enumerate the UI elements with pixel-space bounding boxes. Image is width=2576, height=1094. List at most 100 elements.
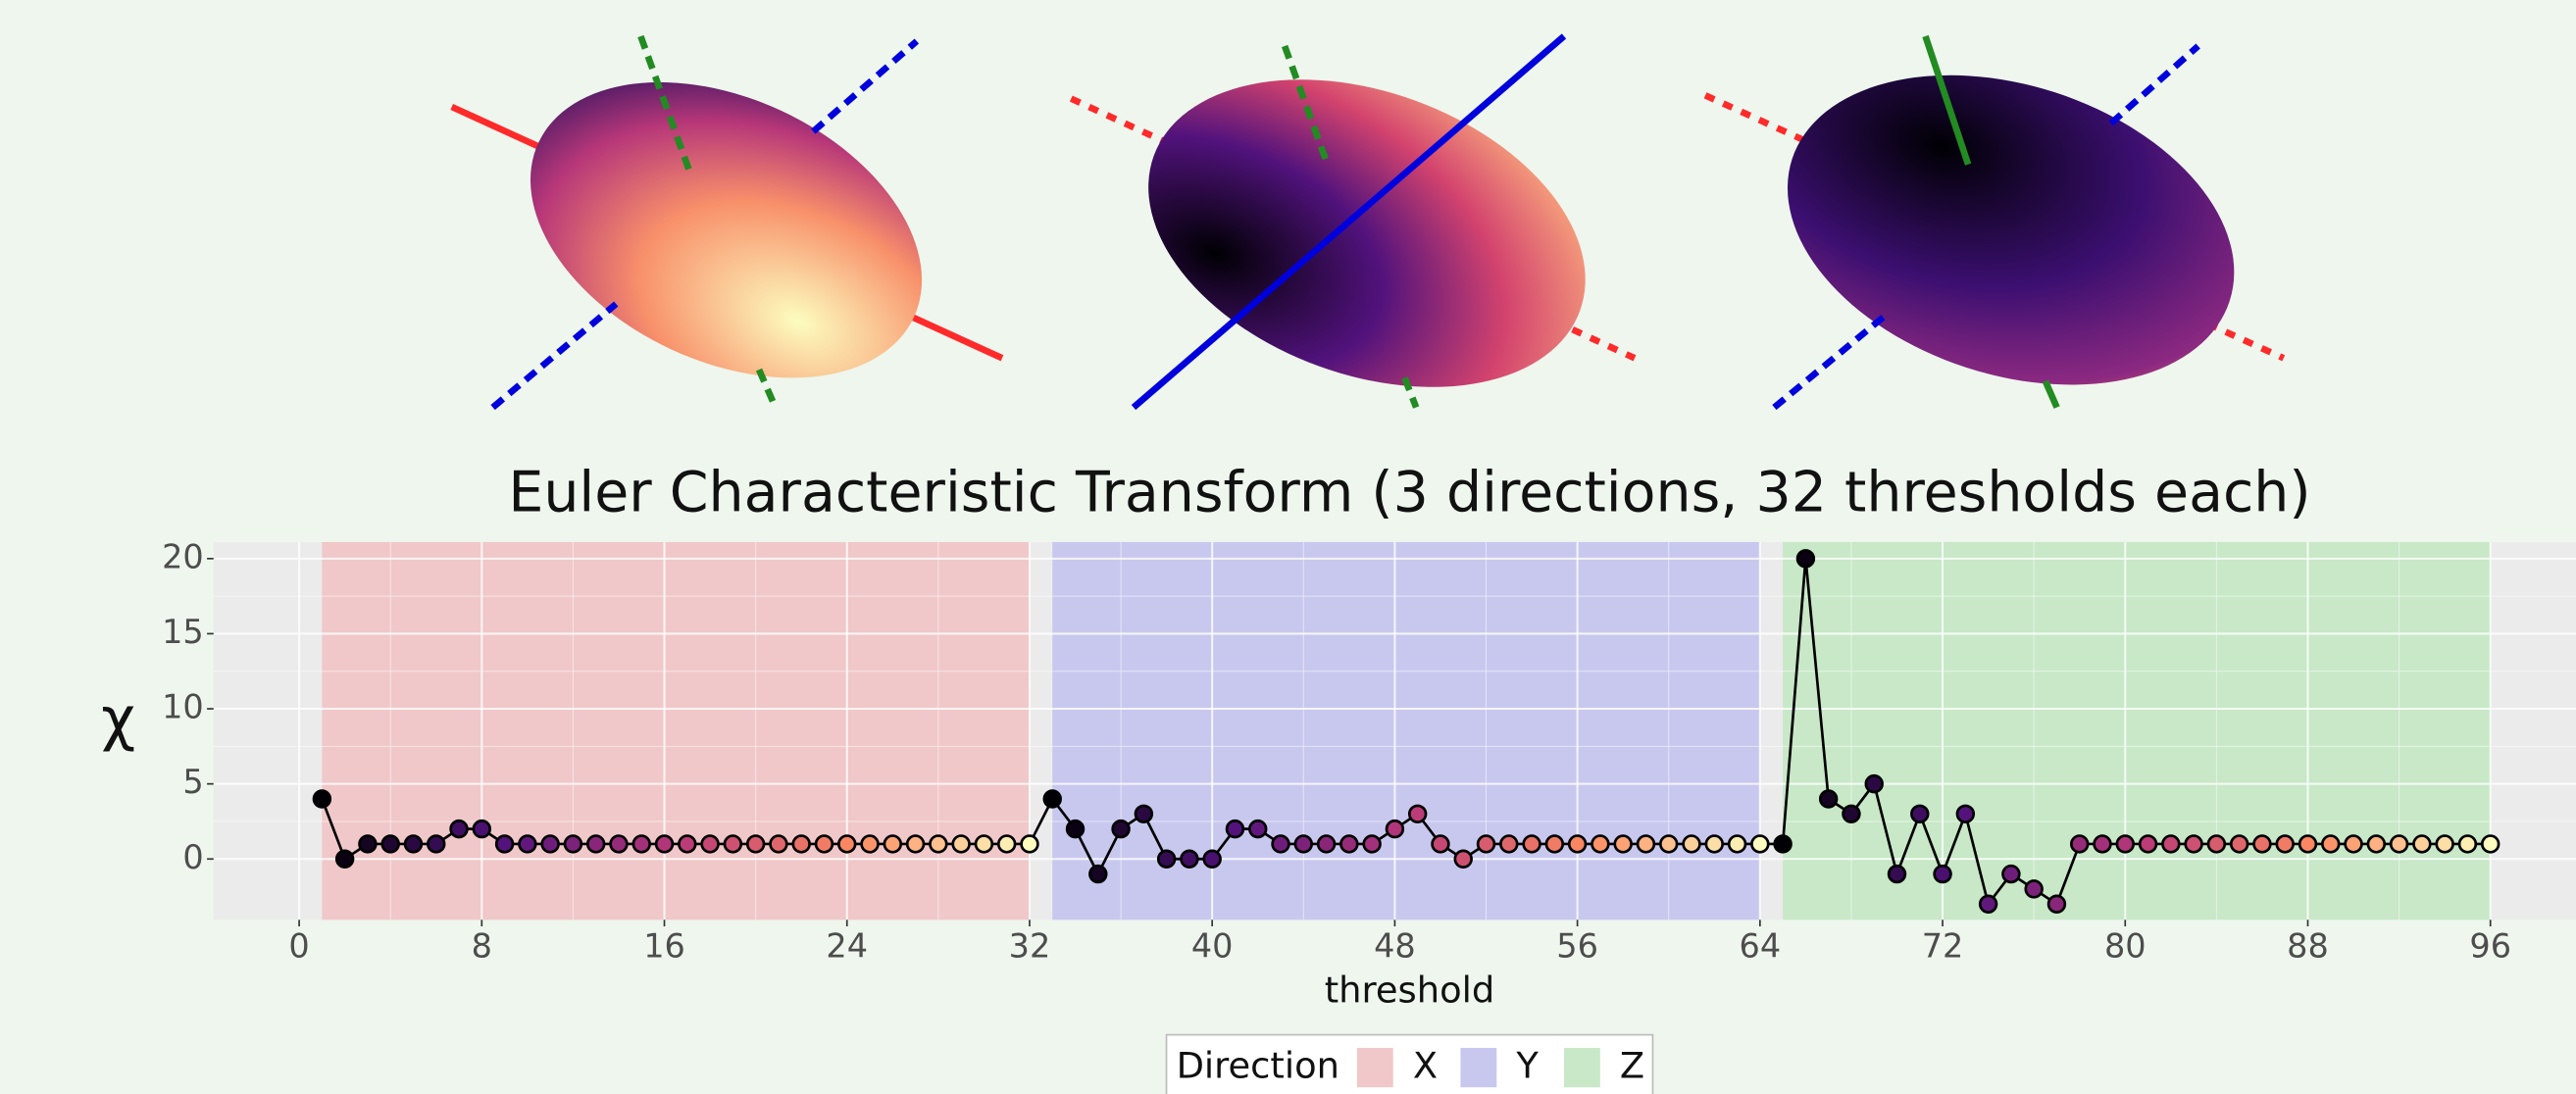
x-tick-label: 56 — [1556, 926, 1598, 965]
x-tick-label: 0 — [288, 926, 309, 965]
direction-band — [1783, 542, 2491, 920]
point — [451, 820, 468, 837]
point — [2299, 836, 2316, 853]
page: {"chart_data": { "type": "line", "title"… — [0, 0, 2576, 1094]
point — [953, 836, 970, 853]
point — [405, 836, 422, 853]
point — [1935, 866, 1951, 882]
point — [1478, 836, 1494, 853]
point — [862, 836, 879, 853]
point — [976, 836, 992, 853]
y-tick-label: 0 — [182, 838, 203, 876]
x-tick-label: 48 — [1374, 926, 1416, 965]
chart: Euler Characteristic Transform (3 direct… — [0, 0, 2576, 1094]
direction-band — [322, 542, 1030, 920]
point — [2095, 836, 2111, 853]
axis-line — [493, 304, 617, 408]
point — [1067, 820, 1084, 837]
point — [1751, 836, 1768, 853]
point — [2368, 836, 2385, 853]
x-tick-label: 96 — [2469, 926, 2511, 965]
point — [2322, 836, 2339, 853]
point — [1957, 806, 1974, 822]
point — [884, 836, 901, 853]
point — [1158, 851, 1175, 868]
point — [2208, 836, 2225, 853]
point — [1136, 806, 1152, 822]
point — [1911, 806, 1928, 822]
x-tick-label: 80 — [2104, 926, 2147, 965]
point — [1089, 866, 1106, 882]
y-tick-label: 10 — [162, 688, 204, 726]
shape-views — [452, 22, 2284, 444]
point — [1844, 806, 1860, 822]
legend-label: Y — [1515, 1045, 1539, 1087]
point — [1592, 836, 1609, 853]
chart-title: Euler Characteristic Transform (3 direct… — [508, 461, 2310, 525]
point — [747, 836, 764, 853]
point — [382, 836, 399, 853]
point — [2117, 836, 2134, 853]
point — [1889, 866, 1905, 882]
point — [1044, 791, 1061, 808]
axis-line — [1774, 312, 1889, 407]
point — [930, 836, 946, 853]
x-tick-label: 24 — [826, 926, 868, 965]
point — [702, 836, 719, 853]
point — [2254, 836, 2271, 853]
legend-label: Z — [1620, 1045, 1644, 1087]
axis-line — [813, 41, 917, 131]
point — [838, 836, 855, 853]
point — [1340, 836, 1357, 853]
point — [2003, 866, 2020, 882]
point — [565, 836, 581, 853]
point — [656, 836, 673, 853]
point — [336, 851, 353, 868]
point — [1295, 836, 1312, 853]
point — [1433, 836, 1449, 853]
point — [2048, 896, 2065, 913]
shape — [483, 24, 970, 436]
point — [1455, 851, 1472, 868]
y-tick-label: 20 — [162, 537, 204, 575]
shape — [1747, 22, 2274, 438]
legend-key — [1357, 1048, 1393, 1087]
point — [1775, 836, 1792, 853]
x-tick-label: 40 — [1191, 926, 1234, 965]
point — [907, 836, 924, 853]
point — [1182, 851, 1198, 868]
point — [1546, 836, 1563, 853]
point — [725, 836, 741, 853]
point — [474, 820, 490, 837]
point — [1797, 550, 1814, 567]
point — [998, 836, 1015, 853]
y-tick-label: 5 — [182, 763, 203, 801]
legend-key — [1564, 1048, 1600, 1087]
point — [1204, 851, 1221, 868]
point — [1638, 836, 1654, 853]
point — [2346, 836, 2362, 853]
x-tick-label: 88 — [2287, 926, 2329, 965]
point — [2186, 836, 2202, 853]
point — [633, 836, 650, 853]
point — [1227, 820, 1243, 837]
point — [1500, 836, 1517, 853]
x-tick-label: 8 — [472, 926, 492, 965]
x-tick-label: 64 — [1740, 926, 1782, 965]
point — [1524, 836, 1541, 853]
axis-line — [2046, 381, 2057, 408]
x-tick-label: 32 — [1009, 926, 1051, 965]
point — [771, 836, 787, 853]
point — [1729, 836, 1745, 853]
point — [1022, 836, 1038, 853]
point — [2459, 836, 2476, 853]
point — [1866, 775, 1883, 792]
point — [1706, 836, 1723, 853]
point — [611, 836, 628, 853]
point — [1820, 791, 1837, 808]
point — [679, 836, 695, 853]
legend-title: Direction — [1177, 1045, 1339, 1087]
x-tick-label: 72 — [1922, 926, 1964, 965]
x-tick-label: 16 — [643, 926, 685, 965]
